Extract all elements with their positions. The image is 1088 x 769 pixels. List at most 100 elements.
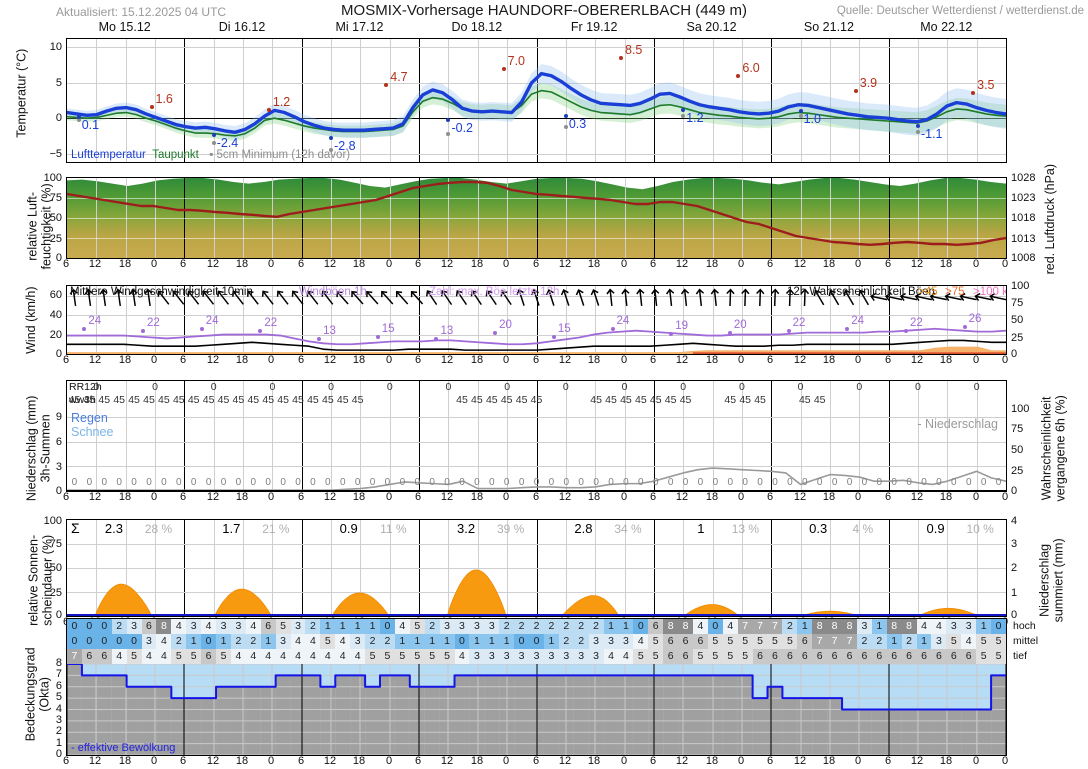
wind-prob-100: >100 km/h xyxy=(973,286,1006,298)
cloud-okta-cell: 3 xyxy=(350,634,366,649)
y-tick-left: 0 xyxy=(55,609,62,621)
cloud-okta-cell: 1 xyxy=(871,619,887,634)
x-tick: 6 xyxy=(62,755,70,767)
x-tick: 18 xyxy=(822,258,836,270)
precip-zero-marker: 0 xyxy=(712,477,719,488)
y-tick-left: 1 xyxy=(55,736,62,749)
cloud-okta-cell: 1 xyxy=(469,634,485,649)
cloud-okta-cell: 3 xyxy=(454,619,470,634)
x-tick: 0 xyxy=(972,354,980,366)
x-tick: 0 xyxy=(502,491,510,503)
gust-max-value: 24 xyxy=(851,314,865,327)
daily-sun-hours: 1.7 xyxy=(222,521,241,536)
precip-zero-marker: 0 xyxy=(772,477,778,488)
gust-max-value: 13 xyxy=(323,325,336,338)
x-tick: 12 xyxy=(675,258,689,270)
cloud-okta-cell: 8 xyxy=(663,619,679,634)
y-tick-right: 0 xyxy=(1011,609,1018,621)
ww3h-value: 45 xyxy=(128,394,140,406)
legend-item: ▪ 5cm Minimum (12h davor) xyxy=(209,149,351,161)
y-tick-left: 0 xyxy=(55,348,62,360)
x-tick: 6 xyxy=(414,755,422,767)
temp-max-dot xyxy=(619,56,623,61)
cloud-okta-cell: 6 xyxy=(901,649,917,664)
ww3h-value: 45 xyxy=(247,394,260,406)
day-divider xyxy=(537,381,538,491)
updated-timestamp: Aktualisiert: 15.12.2025 04 UTC xyxy=(56,5,227,19)
hour-gridline xyxy=(360,286,361,354)
y-tick-left: 40 xyxy=(49,309,62,321)
x-tick: 18 xyxy=(470,755,484,767)
daily-sun-hours: 0.9 xyxy=(926,521,945,536)
cloud-okta-cell: 4 xyxy=(693,619,708,634)
hour-gridline xyxy=(947,381,948,491)
hour-gridline xyxy=(947,286,948,354)
x-tick: 12 xyxy=(440,258,454,270)
cloud-okta-cell: 6 xyxy=(812,649,828,664)
cloud-okta-cell: 6 xyxy=(782,649,798,664)
cloud-okta-cell: 4 xyxy=(335,634,351,649)
rr12h-value: 0 xyxy=(738,381,745,393)
cloud-okta-cell: 6 xyxy=(797,649,813,664)
gust-max-dot xyxy=(669,331,674,336)
x-tick: 6 xyxy=(414,354,422,366)
cloud-okta-cell: 3 xyxy=(603,634,619,649)
ww3h-value: 45 xyxy=(500,394,513,406)
gust-max-dot xyxy=(903,328,908,333)
y-tick-left: 6 xyxy=(55,436,62,448)
x-tick: 18 xyxy=(118,258,132,270)
hour-gridline xyxy=(331,286,332,354)
cloud-okta-cell: 6 xyxy=(827,649,843,664)
ground-min-dot xyxy=(798,114,803,119)
cloud-okta-cell: 6 xyxy=(797,634,813,649)
cloud-okta-cell: 2 xyxy=(499,619,515,634)
cloud-okta-cell: 1 xyxy=(424,634,440,649)
cloud-okta-cell: 1 xyxy=(886,634,902,649)
day-divider xyxy=(654,39,655,162)
cloud-okta-cell: 4 xyxy=(394,619,410,634)
precip-zero-marker: 0 xyxy=(220,477,227,488)
x-tick: 0 xyxy=(972,258,980,270)
x-tick: 12 xyxy=(88,755,102,767)
ww3h-value: 45 xyxy=(739,394,751,406)
x-tick: 0 xyxy=(150,491,158,503)
cloud-okta-cell: 5 xyxy=(737,649,753,664)
cloud-okta-cell: 5 xyxy=(633,649,649,664)
x-tick: 12 xyxy=(558,258,572,270)
x-tick: 12 xyxy=(206,258,220,270)
cloud-okta-cell: 3 xyxy=(439,619,455,634)
hour-gridline xyxy=(478,39,479,162)
ww3h-value: 45 xyxy=(68,394,81,406)
gridline xyxy=(67,238,1006,239)
rr12h-value: 0 xyxy=(152,381,158,393)
cloud-okta-cell: 0 xyxy=(81,619,97,634)
temp-min-label: 1.2 xyxy=(686,110,704,125)
y-tick-right: 100 xyxy=(1011,280,1030,292)
cloud-okta-cell: 2 xyxy=(365,634,380,649)
temp-max-dot xyxy=(501,66,506,71)
y-tick-left: 50 xyxy=(49,562,62,574)
cloud-okta-cell: 1 xyxy=(394,634,410,649)
x-tick: 18 xyxy=(705,755,719,767)
precip-zero-marker: 0 xyxy=(250,477,257,488)
temp-max-label: 1.6 xyxy=(155,91,173,106)
x-tick: 0 xyxy=(854,354,862,366)
y-tick-right: 25 xyxy=(1011,332,1024,344)
hour-gridline xyxy=(214,286,215,354)
rr12h-value: 0 xyxy=(680,381,687,393)
cloud-okta-cell: 4 xyxy=(290,649,306,664)
ww3h-value: 45 xyxy=(307,394,319,406)
cloud-okta-cell: 4 xyxy=(335,649,351,664)
day-divider xyxy=(654,286,655,354)
precip-zero-marker: 0 xyxy=(682,477,689,488)
precip-zero-marker: 0 xyxy=(176,477,182,488)
hour-gridline xyxy=(214,39,215,162)
x-tick: 6 xyxy=(179,491,187,503)
daily-sun-hours: 1 xyxy=(697,521,705,536)
x-tick: 18 xyxy=(939,258,953,270)
hour-gridline xyxy=(859,381,860,491)
cloud-okta-cell: 5 xyxy=(394,649,410,664)
precip-zero-marker: 0 xyxy=(414,477,421,488)
x-tick: 12 xyxy=(675,491,689,503)
ww3h-value: 45 xyxy=(336,394,349,406)
